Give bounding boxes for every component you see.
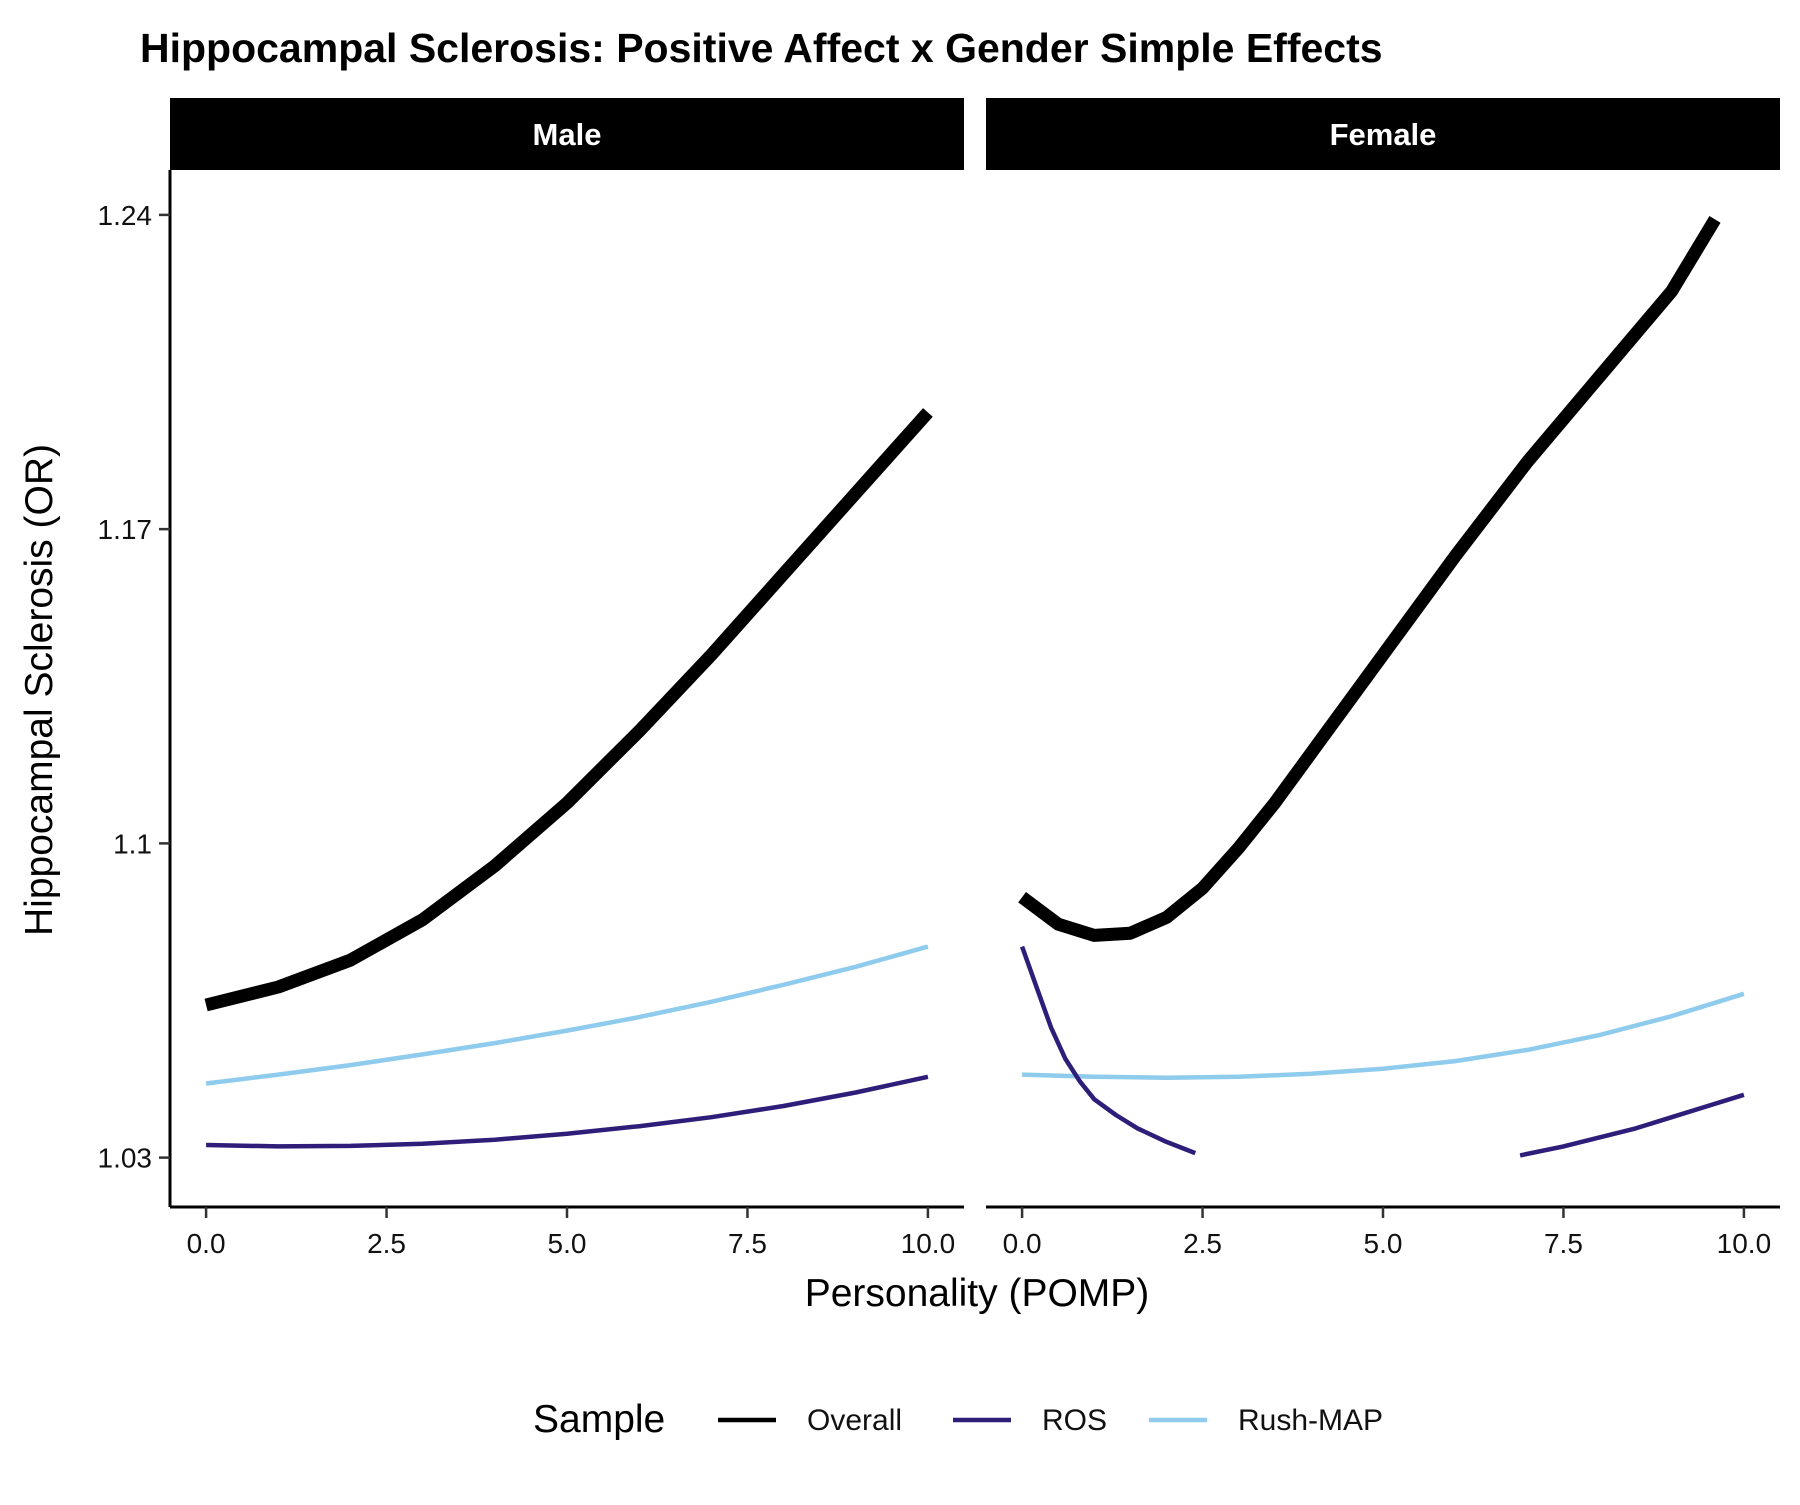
series-line-ros	[1019, 945, 1197, 1156]
panels-layer: Male 0.0 2.5 5.0 7.5 10.0 1.03 1.1 1.17 1.24 Femal…	[98, 98, 1780, 1259]
chart-title: Hippocampal Sclerosis: Positive Affect x…	[140, 25, 1383, 71]
legend: Sample Overall ROS Rush-MAP	[533, 1398, 1383, 1441]
series-line-overall	[1018, 216, 1721, 942]
x-tick-label: 10.0	[901, 1228, 956, 1259]
series-line-rush-map	[205, 944, 929, 1086]
panel-axes: 0.0 2.5 5.0 7.5 10.0 1.03 1.1 1.17 1.24	[98, 170, 964, 1259]
legend-item-overall: Overall	[718, 1404, 902, 1437]
x-tick-label: 0.0	[1003, 1228, 1042, 1259]
x-tick-label: 5.0	[1364, 1228, 1403, 1259]
panel-series	[1018, 216, 1745, 1158]
facet-strip	[986, 98, 1780, 170]
x-tick-label: 10.0	[1717, 1228, 1772, 1259]
legend-label: ROS	[1042, 1404, 1107, 1437]
legend-title: Sample	[533, 1398, 665, 1441]
panel-male: Male 0.0 2.5 5.0 7.5 10.0 1.03 1.1 1.17 1.24	[98, 98, 964, 1259]
legend-label: Overall	[807, 1404, 902, 1437]
y-tick-label: 1.24	[98, 200, 153, 231]
series-line-ros	[206, 1074, 929, 1149]
panel-female: Female 0.0 2.5 5.0 7.5 10.0	[986, 98, 1780, 1259]
y-tick-label: 1.1	[113, 828, 152, 859]
x-tick-label: 2.5	[367, 1228, 406, 1259]
y-tick-label: 1.03	[98, 1143, 153, 1174]
facet-strip	[170, 98, 964, 170]
y-axis-label: Hippocampal Sclerosis (OR)	[18, 444, 61, 936]
facet-label: Female	[1330, 117, 1437, 152]
x-tick-label: 7.5	[728, 1228, 767, 1259]
legend-item-rush-map: Rush-MAP	[1149, 1404, 1383, 1437]
series-line-rush-map	[1022, 991, 1745, 1080]
y-tick-label: 1.17	[98, 514, 153, 545]
x-tick-label: 2.5	[1183, 1228, 1222, 1259]
x-axis-label: Personality (POMP)	[805, 1272, 1150, 1315]
facet-label: Male	[533, 117, 602, 152]
legend-item-ros: ROS	[953, 1404, 1107, 1437]
x-tick-label: 0.0	[187, 1228, 226, 1259]
panel-series	[204, 408, 933, 1149]
x-tick-label: 5.0	[548, 1228, 587, 1259]
x-tick-label: 7.5	[1544, 1228, 1583, 1259]
legend-label: Rush-MAP	[1238, 1404, 1383, 1437]
series-line-ros	[1519, 1092, 1745, 1158]
series-line-overall	[204, 408, 933, 1012]
panel-axes: 0.0 2.5 5.0 7.5 10.0	[986, 1205, 1780, 1259]
